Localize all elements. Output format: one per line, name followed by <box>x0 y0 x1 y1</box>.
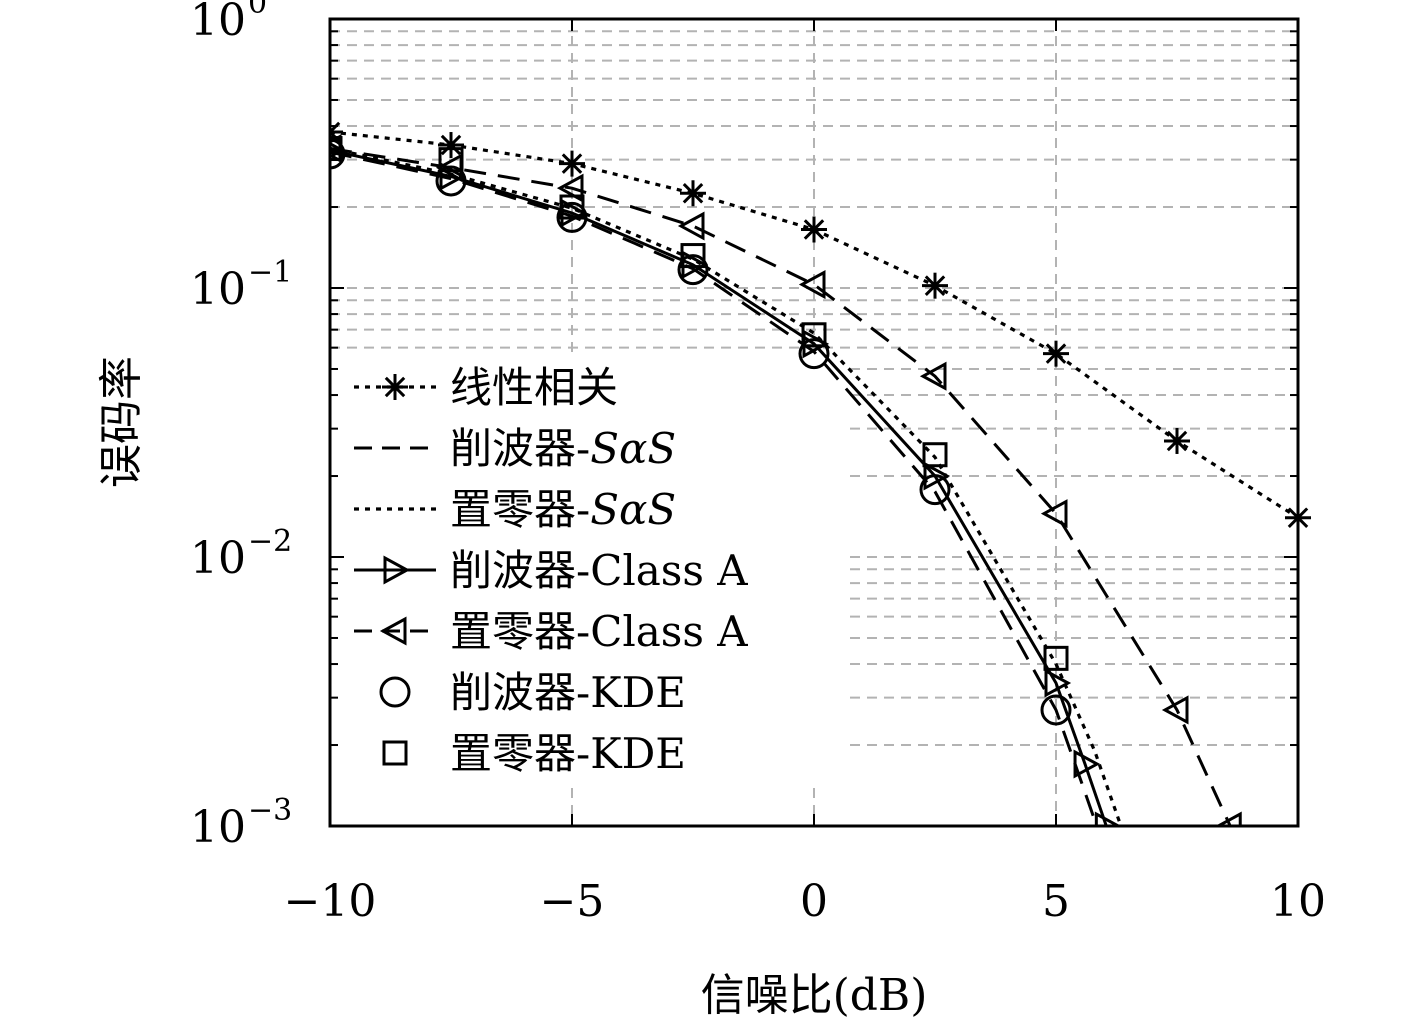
marker-triangle-right <box>1094 811 1122 826</box>
legend-item-4: 削波器-Class A <box>354 546 748 595</box>
marker-square <box>1043 645 1069 671</box>
legend-label: 置零器-Class A <box>450 607 748 656</box>
marker-square <box>559 194 585 220</box>
marker-square <box>330 136 343 162</box>
legend-label: 削波器-SαS <box>450 424 676 473</box>
series-line <box>330 147 1232 826</box>
y-tick-label: 10 <box>190 802 246 853</box>
marker-square <box>801 322 827 348</box>
legend-label-text: 置零器-Class A <box>450 607 748 656</box>
series-line <box>330 148 1108 826</box>
marker-circle <box>330 138 346 170</box>
legend-item-1: 线性相关 <box>354 363 618 412</box>
legend-label: 削波器-KDE <box>450 668 686 717</box>
marker-circle <box>919 474 951 506</box>
y-tick-label-exponent: −3 <box>248 793 292 828</box>
marker-circle <box>556 201 588 233</box>
marker-triangle-left <box>677 211 705 241</box>
marker-star <box>680 180 706 207</box>
marker-square <box>680 243 706 269</box>
ticks <box>329 18 1299 827</box>
x-tick-label: 0 <box>800 876 828 927</box>
series-line <box>330 146 1123 826</box>
marker-triangle-right <box>923 461 951 491</box>
series-1 <box>330 119 1298 520</box>
x-axis-title: 信噪比(dB) <box>701 970 928 1021</box>
legend-item-7: 置零器-KDE <box>382 729 686 778</box>
y-tick-label: 10 <box>190 533 246 584</box>
marker-triangle-right <box>383 555 411 585</box>
legend-item-3: 置零器-SαS <box>354 485 676 534</box>
y-tick-label-exponent: 0 <box>248 0 267 21</box>
y-tick-label: 10 <box>190 0 246 46</box>
legend-label: 置零器-SαS <box>450 485 676 534</box>
marker-triangle-right <box>1044 668 1072 698</box>
marker-triangle-left <box>798 270 826 300</box>
marker-square <box>438 147 464 173</box>
series-3 <box>330 146 1123 826</box>
marker-square <box>382 740 408 766</box>
marker-star <box>922 272 948 299</box>
legend-label-text: 线性相关 <box>450 363 618 412</box>
marker-star <box>801 216 827 243</box>
y-tick-label-exponent: −2 <box>248 524 292 559</box>
marker-star-stroke <box>440 134 462 156</box>
marker-circle <box>798 338 830 370</box>
legend-label-text: 置零器- <box>450 485 590 534</box>
marker-triangle-left <box>379 616 407 646</box>
legend-label-text: 削波器-KDE <box>450 668 686 717</box>
y-axis-title: 误码率 <box>96 356 147 488</box>
y-tick-label-exponent: −1 <box>248 255 292 290</box>
legend-label: 线性相关 <box>450 363 618 412</box>
marker-triangle-left <box>1215 811 1242 826</box>
marker-star <box>438 132 464 159</box>
marker-star-stroke <box>682 183 704 204</box>
legend-item-5: 置零器-Class A <box>354 607 748 656</box>
marker-star <box>382 374 408 400</box>
marker-triangle-left <box>556 173 584 203</box>
legend-label-italic: SαS <box>590 424 676 473</box>
series-6 <box>330 138 1072 726</box>
legend-label: 置零器-KDE <box>450 729 686 778</box>
x-tick-label: −5 <box>540 876 605 927</box>
series-7 <box>330 136 1069 671</box>
marker-star <box>1164 427 1190 454</box>
x-tick-label: 10 <box>1270 876 1326 927</box>
marker-triangle-right <box>1073 749 1101 779</box>
marker-circle <box>677 254 709 286</box>
marker-star-stroke <box>803 219 825 240</box>
legend-label-text: 削波器-Class A <box>450 546 748 595</box>
legend-label-text: 置零器-KDE <box>450 729 686 778</box>
legend-label-italic: SαS <box>590 485 676 534</box>
legend-item-6: 削波器-KDE <box>379 668 686 717</box>
marker-triangle-left <box>1161 695 1189 725</box>
marker-star-stroke <box>384 376 406 398</box>
marker-triangle-left <box>1040 499 1068 529</box>
marker-star-stroke <box>1045 343 1067 364</box>
grid <box>330 19 1298 826</box>
legend-item-2: 削波器-SαS <box>354 424 676 473</box>
marker-star <box>1043 340 1069 367</box>
marker-circle <box>435 165 467 197</box>
x-tick-label: −10 <box>284 876 377 927</box>
marker-star-stroke <box>561 153 583 174</box>
marker-star <box>559 150 585 177</box>
marker-circle <box>379 676 411 708</box>
legend-label: 削波器-Class A <box>450 546 748 595</box>
marker-triangle-left <box>919 361 947 391</box>
x-tick-label: 5 <box>1042 876 1070 927</box>
y-tick-label: 10 <box>190 264 246 315</box>
marker-star-stroke <box>924 275 946 296</box>
marker-circle <box>1040 694 1072 726</box>
marker-square <box>922 442 948 468</box>
legend-label-text: 削波器- <box>450 424 590 473</box>
marker-star-stroke <box>1166 430 1188 452</box>
